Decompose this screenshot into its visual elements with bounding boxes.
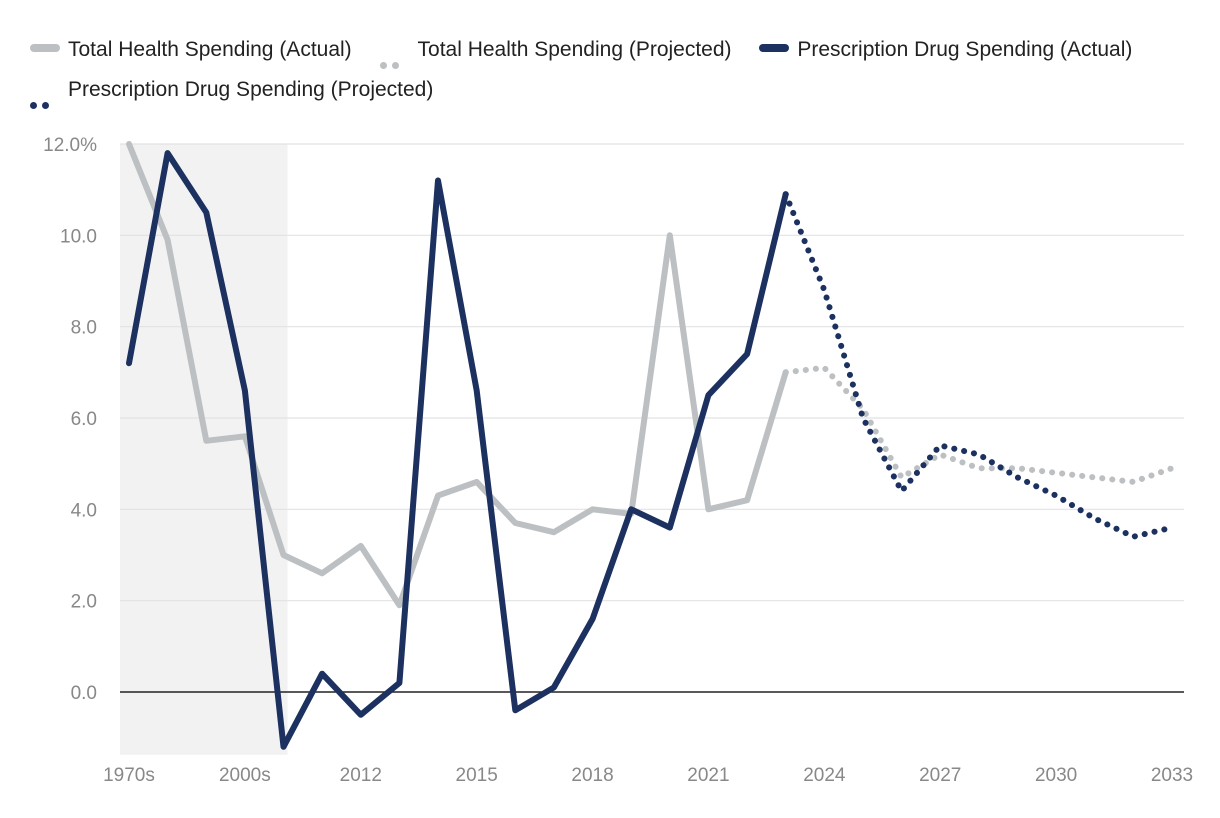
- x-tick-label-0: 1970s: [103, 765, 155, 786]
- y-tick-label-0: 12.0%: [43, 135, 97, 156]
- x-tick-label-7: 2027: [919, 765, 961, 786]
- legend-label-total-actual: Total Health Spending (Actual): [68, 38, 352, 61]
- series-line-2: [126, 150, 789, 750]
- legend-item-drug-actual[interactable]: Prescription Drug Spending (Actual): [759, 30, 1132, 70]
- legend-swatch-total-actual: [30, 44, 60, 53]
- series-line-0: [126, 141, 789, 609]
- legend-item-total-projected[interactable]: Total Health Spending (Projected): [379, 30, 732, 70]
- x-tick-label-8: 2030: [1035, 765, 1077, 786]
- y-tick-label-3: 6.0: [71, 409, 97, 430]
- legend-item-drug-projected[interactable]: Prescription Drug Spending (Projected): [30, 70, 433, 110]
- x-tick-label-4: 2018: [571, 765, 613, 786]
- x-tick-label-9: 2033: [1151, 765, 1193, 786]
- y-tick-label-1: 10.0: [60, 226, 97, 247]
- legend-swatch-total-projected: [379, 43, 410, 70]
- legend-label-drug-projected: Prescription Drug Spending (Projected): [68, 78, 434, 101]
- x-tick-label-5: 2021: [687, 765, 729, 786]
- y-tick-label-4: 4.0: [71, 500, 97, 521]
- legend: Total Health Spending (Actual) Total Hea…: [30, 30, 1180, 110]
- y-tick-label-5: 2.0: [71, 592, 97, 613]
- y-tick-label-2: 8.0: [71, 318, 97, 339]
- legend-swatch-drug-projected: [30, 83, 60, 110]
- legend-label-total-projected: Total Health Spending (Projected): [417, 38, 732, 61]
- y-tick-label-6: 0.0: [71, 683, 97, 704]
- x-tick-label-3: 2015: [456, 765, 498, 786]
- series-line-1: [782, 364, 1175, 485]
- series-line-3: [782, 191, 1175, 540]
- legend-label-drug-actual: Prescription Drug Spending (Actual): [797, 38, 1133, 61]
- x-tick-label-1: 2000s: [219, 765, 271, 786]
- legend-swatch-drug-actual: [759, 44, 790, 53]
- legend-item-total-actual[interactable]: Total Health Spending (Actual): [30, 30, 352, 70]
- x-tick-label-6: 2024: [803, 765, 846, 786]
- x-tick-label-2: 2012: [340, 765, 382, 786]
